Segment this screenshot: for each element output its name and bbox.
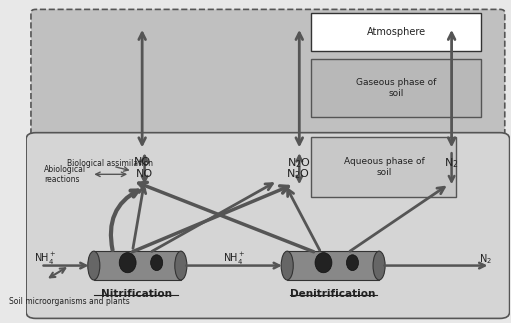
FancyBboxPatch shape: [311, 138, 456, 197]
Ellipse shape: [346, 255, 359, 271]
Text: N$_2$O: N$_2$O: [287, 157, 311, 171]
Text: Gaseous phase of
soil: Gaseous phase of soil: [356, 78, 436, 98]
Text: Atmosphere: Atmosphere: [366, 27, 426, 37]
FancyBboxPatch shape: [31, 9, 505, 153]
Text: NH$_4^+$: NH$_4^+$: [223, 251, 245, 267]
Ellipse shape: [151, 255, 162, 271]
Text: NH$_4^+$: NH$_4^+$: [34, 251, 57, 267]
Text: NO: NO: [133, 157, 151, 167]
Text: Soil microorganisms and plants: Soil microorganisms and plants: [9, 297, 130, 306]
Text: Denitrification: Denitrification: [290, 289, 376, 299]
Ellipse shape: [281, 251, 293, 280]
Ellipse shape: [373, 251, 385, 280]
Text: Abiological
reactions: Abiological reactions: [44, 165, 86, 184]
Ellipse shape: [119, 253, 136, 273]
Ellipse shape: [175, 251, 187, 280]
FancyBboxPatch shape: [26, 133, 509, 318]
Text: N$_2$: N$_2$: [479, 252, 492, 266]
Text: N$_2$: N$_2$: [444, 157, 459, 171]
FancyBboxPatch shape: [311, 13, 481, 51]
FancyBboxPatch shape: [311, 59, 481, 117]
Text: Nitrification: Nitrification: [101, 289, 172, 299]
Text: N$_2$O: N$_2$O: [286, 167, 310, 181]
FancyBboxPatch shape: [94, 251, 181, 280]
Ellipse shape: [88, 251, 100, 280]
Ellipse shape: [315, 253, 332, 273]
Text: Aqueous phase of
soil: Aqueous phase of soil: [343, 157, 424, 177]
Text: Biological assimilation: Biological assimilation: [67, 159, 153, 168]
Text: NO: NO: [136, 169, 153, 179]
FancyBboxPatch shape: [287, 251, 379, 280]
